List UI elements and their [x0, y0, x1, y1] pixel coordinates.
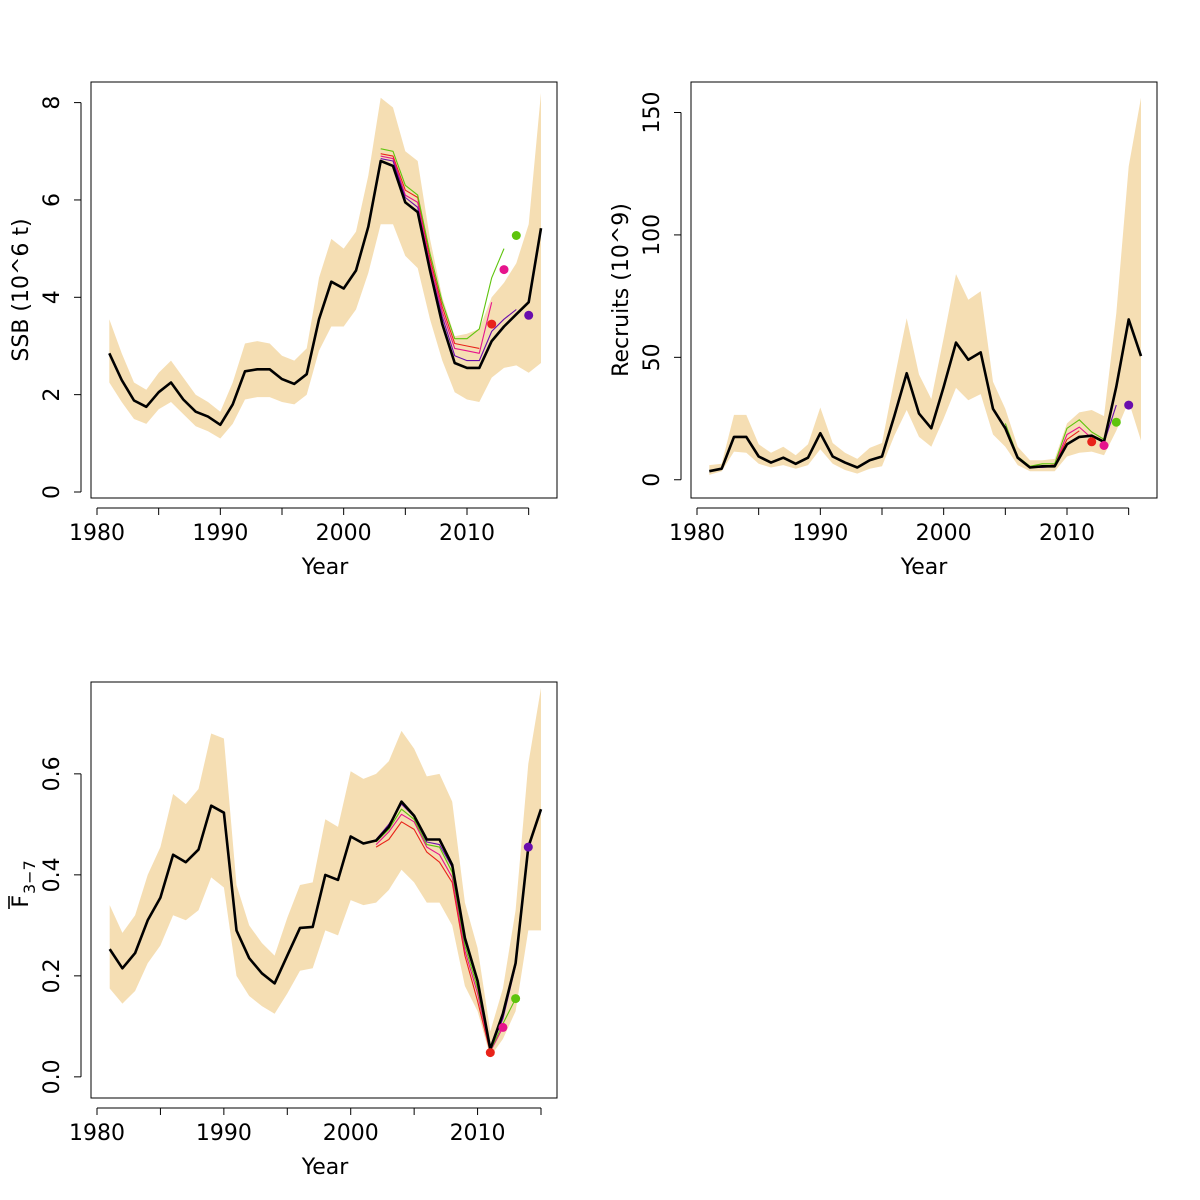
- fbar-plot-frame: [90, 681, 558, 1099]
- fbar-x-tick-label: 2000: [323, 1121, 379, 1146]
- recruits-plot-marks: [709, 97, 1143, 475]
- ssb-series-line-retro-2013: [380, 148, 505, 340]
- ssb-x-tick-label: 1990: [192, 521, 248, 546]
- fbar-point-retro-2013: [511, 994, 521, 1004]
- ssb-series-line-retro-2011: [380, 153, 480, 349]
- fbar-y-tick-label: 0.2: [40, 958, 65, 993]
- ssb-y-tick-label: 2: [40, 388, 65, 402]
- recruits-y-tick-label: 50: [640, 343, 665, 371]
- ssb-y-tick-label: 4: [40, 290, 65, 304]
- ssb-point-retro-2011: [487, 319, 497, 329]
- ssb-x-axis-label: Year: [301, 555, 350, 580]
- fbar-y-axis-label-sub: 3−7: [20, 860, 39, 894]
- fbar-plot-marks: [108, 688, 543, 1058]
- fbar-y-axis: 0.0 0.2 0.4 0.6: [40, 756, 82, 1094]
- ssb-point-retro-2014: [524, 310, 534, 320]
- recruits-y-tick-label: 100: [640, 214, 665, 256]
- recruits-plot-frame: [690, 81, 1158, 499]
- ssb-x-tick-label: 2000: [316, 521, 372, 546]
- fbar-x-axis-label: Year: [301, 1155, 350, 1180]
- fbar-x-axis: 1980 1990 2000 2010: [69, 1107, 542, 1146]
- ssb-point-retro-2012: [499, 265, 509, 275]
- ssb-y-tick-label: 8: [40, 96, 65, 110]
- recruits-x-tick-label: 1980: [669, 521, 725, 546]
- fbar-series-line-main: [108, 800, 543, 1051]
- ssb-point-retro-2013: [511, 231, 521, 240]
- recruits-point-retro-2012: [1099, 441, 1109, 450]
- fbar-y-tick-label: 0.4: [40, 857, 65, 892]
- fbar-series-line-retro-2012: [375, 813, 504, 1053]
- ssb-x-tick-label: 1980: [69, 521, 125, 546]
- recruits-confidence-band: [709, 97, 1141, 475]
- recruits-y-tick-label: 0: [640, 473, 665, 487]
- fbar-y-axis-label: F 3−7: [8, 860, 39, 909]
- fbar-point-retro-2014: [523, 842, 533, 852]
- ssb-plot-frame: [90, 81, 558, 499]
- fbar-series-line-retro-2011: [375, 821, 491, 1053]
- fbar-y-axis-label-main: F: [9, 895, 34, 908]
- fbar-panel: 1980 1990 2000 2010 0.0 0.2 0.4 0.6 Year F 3−7: [8, 681, 558, 1180]
- fbar-point-retro-2011: [485, 1048, 495, 1058]
- ssb-series-line-retro-2012: [380, 155, 493, 354]
- fbar-y-tick-label: 0.6: [40, 756, 65, 791]
- recruits-x-tick-label: 2000: [916, 521, 972, 546]
- recruits-x-axis-label: Year: [900, 555, 949, 580]
- fbar-y-tick-label: 0.0: [40, 1059, 65, 1094]
- recruits-series-line-main: [709, 318, 1143, 473]
- fbar-x-tick-label: 1990: [196, 1121, 252, 1146]
- fbar-confidence-band: [109, 688, 541, 1057]
- recruits-x-axis: 1980 1990 2000 2010: [669, 507, 1130, 546]
- fbar-x-tick-label: 2010: [450, 1121, 506, 1146]
- ssb-panel: 1980 1990 2000 2010 0 2 4 6 8 Year SSB (10^6 t): [9, 81, 558, 580]
- ssb-y-tick-label: 0: [40, 485, 65, 499]
- ssb-series-line-retro-2014: [380, 158, 517, 362]
- fbar-x-tick-label: 1980: [69, 1121, 125, 1146]
- ssb-plot-marks: [108, 92, 543, 439]
- fbar-point-retro-2012: [498, 1022, 508, 1032]
- recruits-x-tick-label: 2010: [1039, 521, 1095, 546]
- recruits-x-tick-label: 1990: [792, 521, 848, 546]
- recruits-point-retro-2014: [1124, 400, 1134, 410]
- recruits-point-retro-2013: [1111, 417, 1121, 427]
- ssb-series-line-main: [108, 159, 543, 427]
- recruits-y-tick-label: 150: [640, 91, 665, 133]
- ssb-y-axis-label: SSB (10^6 t): [9, 218, 34, 361]
- ssb-y-tick-label: 6: [40, 193, 65, 207]
- ssb-x-axis: 1980 1990 2000 2010: [69, 507, 530, 546]
- recruits-y-axis: 0 50 100 150: [640, 91, 682, 487]
- recruits-y-axis-label: Recruits (10^9): [609, 203, 634, 377]
- recruits-panel: 1980 1990 2000 2010 0 50 100 150 Year Recruits…: [609, 81, 1158, 580]
- ssb-confidence-band: [109, 92, 542, 439]
- ssb-x-tick-label: 2010: [439, 521, 495, 546]
- ssb-y-axis: 0 2 4 6 8: [40, 96, 82, 499]
- recruits-point-retro-2011: [1087, 437, 1097, 447]
